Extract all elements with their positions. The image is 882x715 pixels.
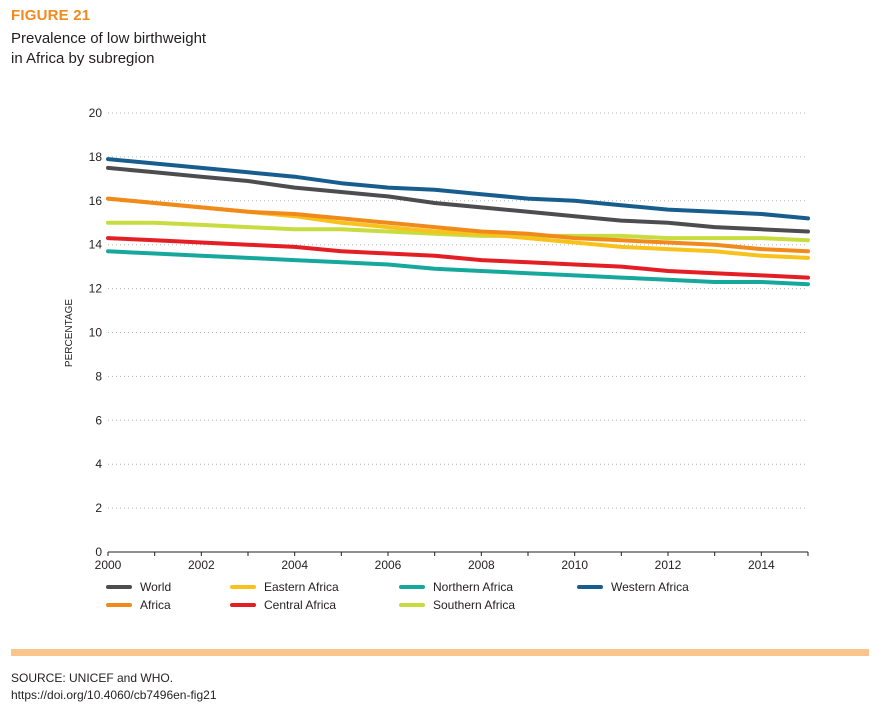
y-axis: 0 2 4 6 8 10 12 14 16 18 20: [89, 106, 103, 559]
legend-item: Western Africa: [577, 580, 689, 594]
source-note: SOURCE: UNICEF and WHO. https://doi.org/…: [11, 670, 217, 704]
gridlines: [108, 112, 808, 509]
x-axis: 2000 2002 2004 2006 2008 2010 2012 2014: [95, 551, 809, 572]
legend-item: Central Africa: [230, 598, 336, 612]
footer-divider-band: [11, 649, 869, 656]
legend-item: Eastern Africa: [230, 580, 339, 594]
legend: World Africa Eastern Africa Central Africa N…: [106, 580, 689, 612]
legend-item: Africa: [106, 598, 171, 612]
chart-title: Prevalence of low birthweight in Africa …: [11, 29, 271, 69]
series-line-northern-africa: [106, 249, 810, 287]
legend-label: Southern Africa: [433, 598, 515, 612]
x-tick-label: 2010: [561, 558, 588, 572]
y-tick-label: 8: [95, 369, 102, 383]
legend-label: Africa: [140, 598, 171, 612]
legend-item: Southern Africa: [399, 598, 515, 612]
figure-label: FIGURE 21: [11, 7, 91, 24]
source-line: SOURCE: UNICEF and WHO.: [11, 671, 174, 685]
x-tick-label: 2000: [95, 558, 122, 572]
legend-label: Northern Africa: [433, 580, 513, 594]
y-tick-label: 10: [89, 326, 103, 340]
y-tick-label: 12: [89, 282, 103, 296]
doi-link[interactable]: https://doi.org/10.4060/cb7496en-fig21: [11, 688, 217, 702]
series-line-world: [106, 165, 810, 234]
x-tick-label: 2012: [655, 558, 682, 572]
x-tick-label: 2008: [468, 558, 495, 572]
y-tick-label: 16: [89, 194, 103, 208]
series-line-southern-africa: [106, 220, 810, 243]
series-line-central-africa: [106, 236, 810, 280]
y-tick-label: 20: [89, 106, 103, 120]
chart-title-line-1: Prevalence of low birthweight: [11, 30, 207, 47]
y-tick-label: 4: [95, 457, 102, 471]
x-tick-label: 2002: [188, 558, 215, 572]
y-tick-label: 14: [89, 238, 103, 252]
y-tick-label: 6: [95, 413, 102, 427]
legend-item: World: [106, 580, 171, 594]
legend-label: Eastern Africa: [264, 580, 339, 594]
legend-label: Central Africa: [264, 598, 336, 612]
legend-label: Western Africa: [611, 580, 689, 594]
y-tick-label: 18: [89, 150, 103, 164]
series-line-western-africa: [106, 157, 810, 221]
x-tick-label: 2004: [281, 558, 308, 572]
series-lines: [106, 157, 810, 287]
x-tick-label: 2014: [748, 558, 775, 572]
y-tick-label: 2: [95, 501, 102, 515]
x-tick-label: 2006: [375, 558, 402, 572]
chart-title-line-2: in Africa by subregion: [11, 50, 155, 67]
legend-label: World: [140, 580, 171, 594]
series-line-africa: [106, 196, 810, 254]
y-tick-label: 0: [95, 545, 102, 559]
legend-item: Northern Africa: [399, 580, 513, 594]
y-axis-label: PERCENTAGE: [64, 299, 75, 367]
